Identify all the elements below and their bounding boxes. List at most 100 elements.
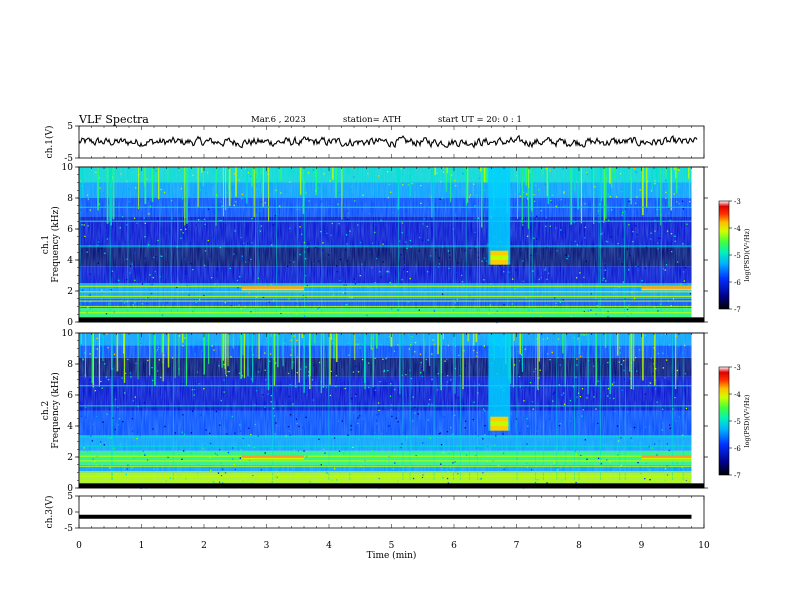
ch1-speckle-dot: [594, 186, 596, 188]
ch1-speckle-dot: [97, 262, 99, 264]
ch1-y-tick-label: 6: [67, 225, 73, 235]
ch1-speckle-dot: [455, 271, 458, 274]
ch1-sferic-streak: [157, 167, 160, 200]
ch1-speckle-dot: [603, 277, 605, 280]
ch1-speckle-dot: [322, 249, 324, 251]
ch1-speckle-dot: [530, 254, 532, 257]
ch1-speckle-dot: [403, 258, 406, 260]
ch1-speckle-dot: [195, 224, 197, 226]
ch2-speckle-dot: [157, 370, 159, 372]
ch1-speckle-dot: [327, 254, 330, 256]
ch2-low-band: [691, 483, 704, 488]
ch1-speckle-dot: [286, 265, 289, 268]
ch2-speckle-dot: [160, 376, 162, 379]
ch2-sferic-streak: [535, 333, 537, 481]
ch1-speckle-dot: [323, 173, 325, 175]
ch1-speckle-dot: [236, 194, 239, 196]
ch2-speckle-dot: [193, 394, 195, 396]
ch1-speckle-dot: [320, 230, 322, 233]
ch1-speckle-dot: [312, 169, 315, 171]
ch2-sferic-streak: [232, 333, 234, 349]
ch1-speckle-dot: [302, 298, 304, 300]
ch2-speckle-dot: [539, 462, 541, 465]
ch2-speckle-dot: [100, 395, 103, 398]
ch2-speckle-dot: [561, 394, 563, 396]
ch2-speckle-dot: [307, 375, 310, 377]
ch1-speckle-dot: [632, 240, 634, 243]
ch2-tone-line: [79, 465, 692, 467]
ch2-sferic-streak: [399, 333, 401, 395]
ch2-sferic-streak: [616, 333, 619, 356]
ch2-speckle-dot: [224, 472, 227, 474]
ch1-speckle-dot: [387, 270, 389, 272]
ch1-speckle-dot: [601, 232, 603, 234]
ch1-y-tick-label: 2: [67, 287, 73, 297]
ch1-speckle-dot: [146, 178, 148, 180]
ch2-speckle-dot: [654, 388, 657, 390]
ch1-speckle-dot: [628, 269, 630, 271]
ch2-speckle-dot: [239, 424, 241, 426]
ch1-sferic-streak: [434, 167, 436, 176]
ch1-speckle-dot: [333, 307, 335, 310]
ch2-speckle-dot: [445, 358, 448, 360]
ch1-sferic-streak: [253, 167, 255, 218]
ch1-sferic-streak: [528, 167, 530, 189]
ch1-speckle-dot: [347, 234, 349, 236]
ch1-speckle-dot: [407, 301, 409, 303]
ch2-speckle-dot: [440, 444, 443, 446]
ch1-speckle-dot: [410, 246, 412, 248]
ch1-speckle-dot: [225, 188, 228, 190]
ch2-speckle-dot: [216, 454, 218, 456]
ch2-speckle-dot: [305, 380, 307, 382]
ch1-sferic-streak: [527, 167, 529, 229]
ch2-speckle-dot: [579, 468, 581, 471]
ch1-speckle-dot: [607, 219, 610, 222]
ch2-speckle-dot: [251, 482, 253, 484]
ch2-speckle-dot: [421, 375, 423, 378]
ch2-speckle-dot: [560, 466, 562, 469]
ch1-speckle-dot: [207, 239, 209, 242]
ch1-speckle-dot: [154, 307, 157, 310]
ch2-sferic-streak: [80, 333, 82, 345]
ch2-speckle-dot: [546, 337, 549, 339]
ch2-sferic-streak: [273, 333, 276, 386]
ch1-sferic-streak: [276, 167, 278, 315]
ch1-speckle-dot: [547, 272, 550, 275]
ch1-speckle-dot: [155, 256, 157, 258]
ch1-speckle-dot: [192, 167, 194, 170]
ch2-speckle-dot: [526, 443, 528, 445]
ch2-speckle-dot: [320, 464, 322, 466]
ch2-tone-segment: [241, 457, 304, 460]
ch1-sferic-streak: [201, 167, 203, 173]
ch2-speckle-dot: [268, 370, 271, 372]
ch2-speckle-dot: [569, 419, 572, 422]
ch1-speckle-dot: [404, 177, 407, 179]
ch2-speckle-dot: [239, 457, 241, 459]
ch2-colorbar-label: log(PSD)(V²/Hz): [743, 394, 751, 447]
ch1-speckle-dot: [499, 265, 501, 267]
ch2-colorbar-tick-label: -7: [734, 472, 741, 480]
ch2-speckle-dot: [656, 401, 658, 403]
ch2-speckle-dot: [152, 378, 154, 380]
ch1-speckle-dot: [274, 215, 277, 217]
x-tick-label: 4: [326, 541, 332, 551]
ch2-speckle-dot: [526, 466, 528, 468]
ch1-speckle-dot: [662, 268, 665, 270]
ch1-sferic-streak: [598, 167, 600, 315]
ch1-y-tick-label: 0: [67, 318, 73, 328]
ch1-speckle-dot: [292, 316, 295, 318]
ch1-speckle-dot: [638, 269, 640, 272]
ch1-speckle-dot: [594, 294, 597, 296]
ch1-speckle-dot: [392, 211, 394, 214]
ch2-speckle-dot: [96, 337, 98, 340]
ch2-speckle-dot: [655, 339, 657, 341]
ch2-speckle-dot: [656, 369, 658, 372]
ch2-speckle-dot: [677, 365, 679, 368]
ch1-speckle-dot: [110, 289, 112, 291]
ch1-speckle-dot: [629, 254, 631, 257]
ch1-speckle-dot: [319, 233, 322, 235]
ch1-speckle-dot: [192, 311, 194, 313]
ch1-sferic-streak: [299, 167, 302, 195]
ch1-speckle-dot: [461, 281, 464, 283]
ch1-speckle-dot: [89, 301, 91, 303]
